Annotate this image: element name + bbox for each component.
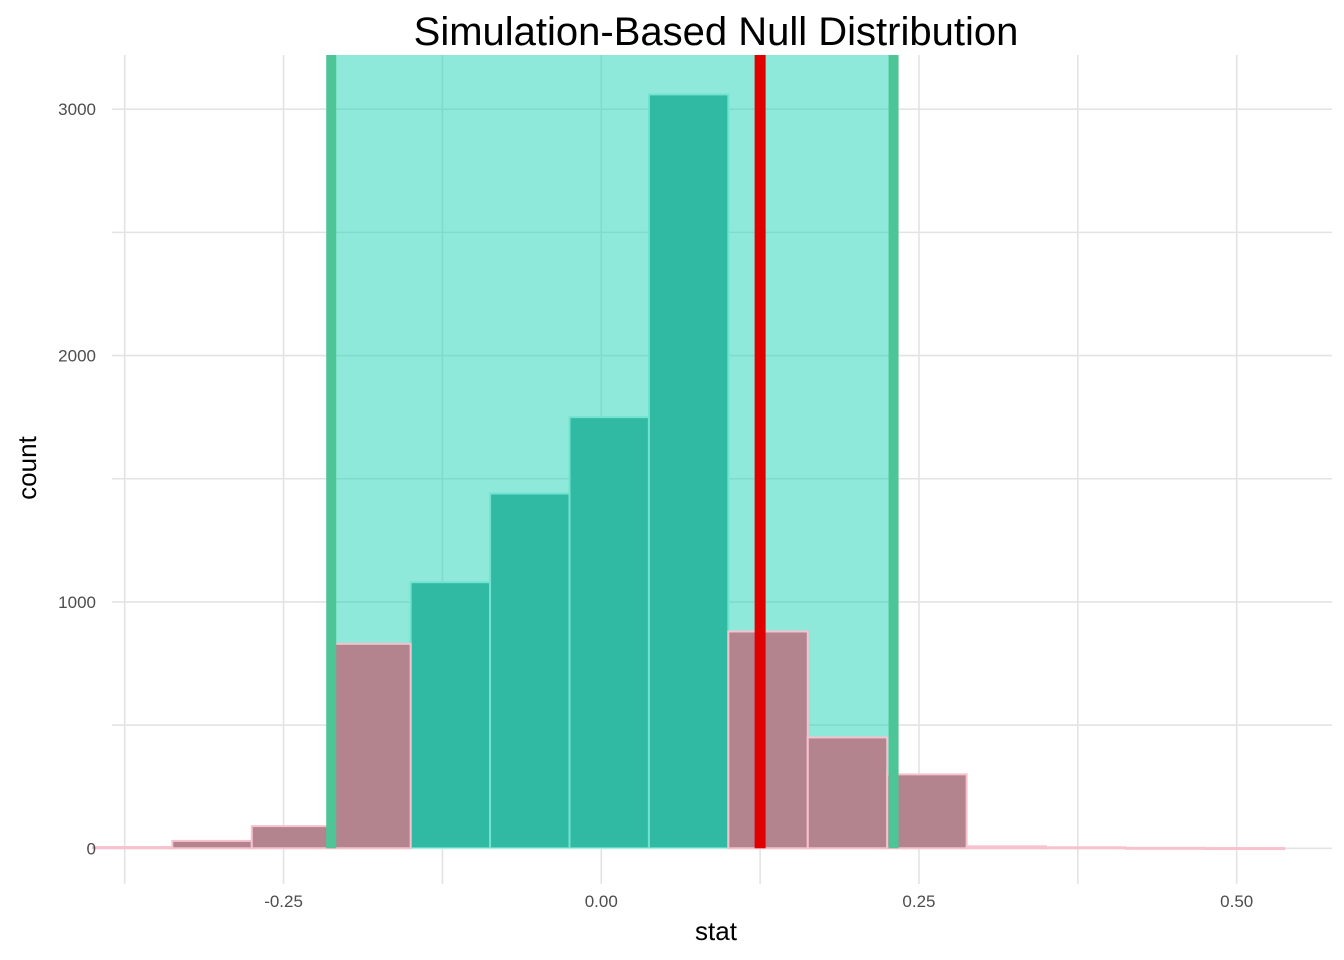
y-tick-labels: 0 1000 2000 3000 xyxy=(58,100,96,858)
comparison-bar xyxy=(727,630,809,850)
comparison-bar xyxy=(91,846,174,850)
x-tick-label: 0.50 xyxy=(1220,892,1253,911)
comparison-bar xyxy=(330,642,412,850)
y-tick-label: 2000 xyxy=(58,347,96,366)
x-axis-title: stat xyxy=(695,916,738,946)
comparison-bar xyxy=(250,825,333,850)
comparison-bar xyxy=(1045,846,1127,850)
comparison-bar xyxy=(1203,847,1286,851)
x-tick-label: -0.25 xyxy=(264,892,303,911)
y-tick-label: 3000 xyxy=(58,100,96,119)
comparison-bar xyxy=(171,839,253,850)
comparison-bar xyxy=(1124,846,1206,850)
confidence-interval-band xyxy=(331,55,894,849)
comparison-bar xyxy=(965,845,1048,850)
x-tick-label: 0.25 xyxy=(902,892,935,911)
ci-edge-lines xyxy=(326,55,899,849)
x-tick-label: 0.00 xyxy=(585,892,618,911)
x-tick-labels: -0.25 0.00 0.25 0.50 xyxy=(264,892,1253,911)
y-axis-title: count xyxy=(12,435,42,499)
comparison-bar xyxy=(806,736,889,850)
y-tick-label: 0 xyxy=(87,839,96,858)
confidence-interval-layer xyxy=(331,55,894,849)
comparison-distribution-bars xyxy=(91,630,1286,851)
comparison-bar xyxy=(886,773,968,850)
chart-title: Simulation-Based Null Distribution xyxy=(413,10,1019,54)
y-tick-label: 1000 xyxy=(58,593,96,612)
